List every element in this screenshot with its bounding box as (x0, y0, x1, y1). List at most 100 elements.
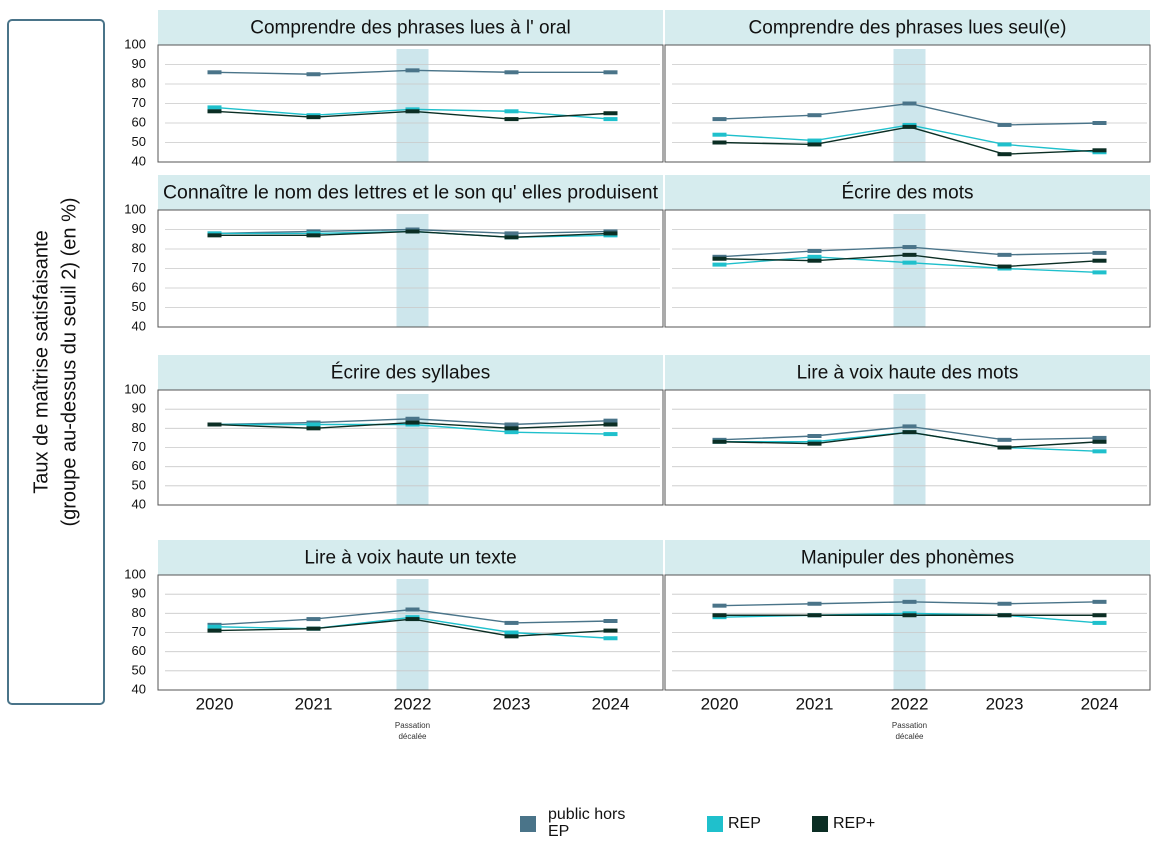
panel-title: Comprendre des phrases lues seul(e) (749, 18, 1067, 39)
point-marker (1092, 620, 1107, 625)
panel-title-bg (158, 355, 663, 390)
point-marker (306, 115, 321, 120)
point-marker (603, 117, 618, 122)
point-marker (807, 601, 822, 606)
point-marker (405, 68, 420, 73)
point-marker (306, 617, 321, 622)
point-marker (712, 117, 727, 122)
y-tick-label: 100 (124, 36, 146, 51)
point-marker (603, 418, 618, 423)
y-tick-label: 100 (124, 381, 146, 396)
y-tick-label: 60 (132, 643, 146, 658)
y-tick-label: 90 (132, 586, 146, 601)
panel-frame (664, 389, 1151, 506)
y-tick-label: 40 (132, 318, 146, 333)
point-marker (306, 426, 321, 431)
y-tick-label: 70 (132, 260, 146, 275)
point-marker (603, 619, 618, 623)
x-tick-label: 2023 (986, 694, 1024, 713)
panel-frame (664, 44, 1151, 163)
highlight-band (396, 394, 429, 505)
point-marker (807, 142, 822, 147)
panel-title: Écrire des syllabes (331, 363, 490, 384)
point-marker (807, 258, 822, 263)
y-label-line: (groupe au-dessus du seuil 2) (en %) (58, 197, 80, 526)
legend-swatch (812, 816, 828, 832)
point-marker (902, 613, 917, 618)
panel-title-bg (158, 540, 663, 575)
point-marker (902, 101, 917, 106)
highlight-band (396, 49, 429, 162)
point-marker (405, 420, 420, 425)
point-marker (504, 620, 519, 625)
point-marker (807, 441, 822, 446)
point-marker (712, 132, 727, 137)
y-tick-label: 80 (132, 605, 146, 620)
legend-swatch (707, 816, 723, 832)
panel-title: Comprendre des phrases lues à l' oral (250, 18, 570, 39)
point-marker (807, 254, 822, 259)
highlight-band (893, 394, 926, 505)
point-marker (807, 434, 822, 438)
panel-frame (157, 209, 664, 328)
point-marker (603, 70, 618, 75)
point-marker (712, 140, 727, 145)
highlight-band (396, 579, 429, 690)
point-marker (504, 422, 519, 427)
point-marker (603, 111, 618, 116)
legend-swatch (520, 816, 536, 832)
panel-title-bg (665, 10, 1150, 45)
point-marker (997, 264, 1012, 269)
point-marker (603, 422, 618, 427)
point-marker (405, 109, 420, 114)
point-marker (603, 231, 618, 236)
point-marker (306, 233, 321, 238)
point-marker (504, 630, 519, 635)
point-marker (1092, 613, 1107, 618)
panel-title-bg (158, 10, 663, 45)
point-marker (807, 248, 822, 253)
point-marker (997, 122, 1012, 127)
point-marker (902, 424, 917, 429)
y-tick-label: 40 (132, 496, 146, 511)
point-marker (997, 437, 1012, 442)
point-marker (306, 422, 321, 427)
point-marker (504, 235, 519, 240)
point-marker (207, 624, 222, 629)
panel-title: Connaître le nom des lettres et le son q… (163, 183, 659, 204)
x-tick-label: 2024 (1081, 694, 1119, 713)
point-marker (405, 229, 420, 234)
point-marker (712, 603, 727, 608)
y-tick-label: 100 (124, 566, 146, 581)
point-marker (997, 252, 1012, 257)
point-marker (712, 256, 727, 261)
point-marker (1092, 449, 1107, 454)
y-label-line: Taux de maîtrise satisfaisante (30, 230, 52, 493)
legend-label: REP (728, 815, 761, 832)
panel-title: Écrire des mots (842, 183, 974, 204)
point-marker (997, 445, 1012, 450)
point-marker (1092, 121, 1107, 125)
panel-frame (664, 574, 1151, 691)
y-tick-label: 40 (132, 153, 146, 168)
legend-label: public hors EP (548, 806, 625, 840)
point-marker (207, 109, 222, 114)
x-tick-label: 2021 (295, 694, 333, 713)
point-marker (405, 607, 420, 612)
point-marker (306, 626, 321, 631)
point-marker (902, 430, 917, 435)
x-tick-label: 2022 (394, 694, 432, 713)
point-marker (712, 613, 727, 618)
point-marker (712, 262, 727, 267)
point-marker (207, 70, 222, 75)
x-tick-label: 2022 (891, 694, 929, 713)
point-marker (405, 416, 420, 421)
y-tick-label: 90 (132, 221, 146, 236)
point-marker (807, 613, 822, 618)
point-marker (1092, 435, 1107, 440)
y-label: Taux de maîtrise satisfaisante (groupe a… (30, 197, 80, 526)
y-tick-label: 80 (132, 420, 146, 435)
y-tick-label: 90 (132, 401, 146, 416)
y-tick-label: 70 (132, 624, 146, 639)
